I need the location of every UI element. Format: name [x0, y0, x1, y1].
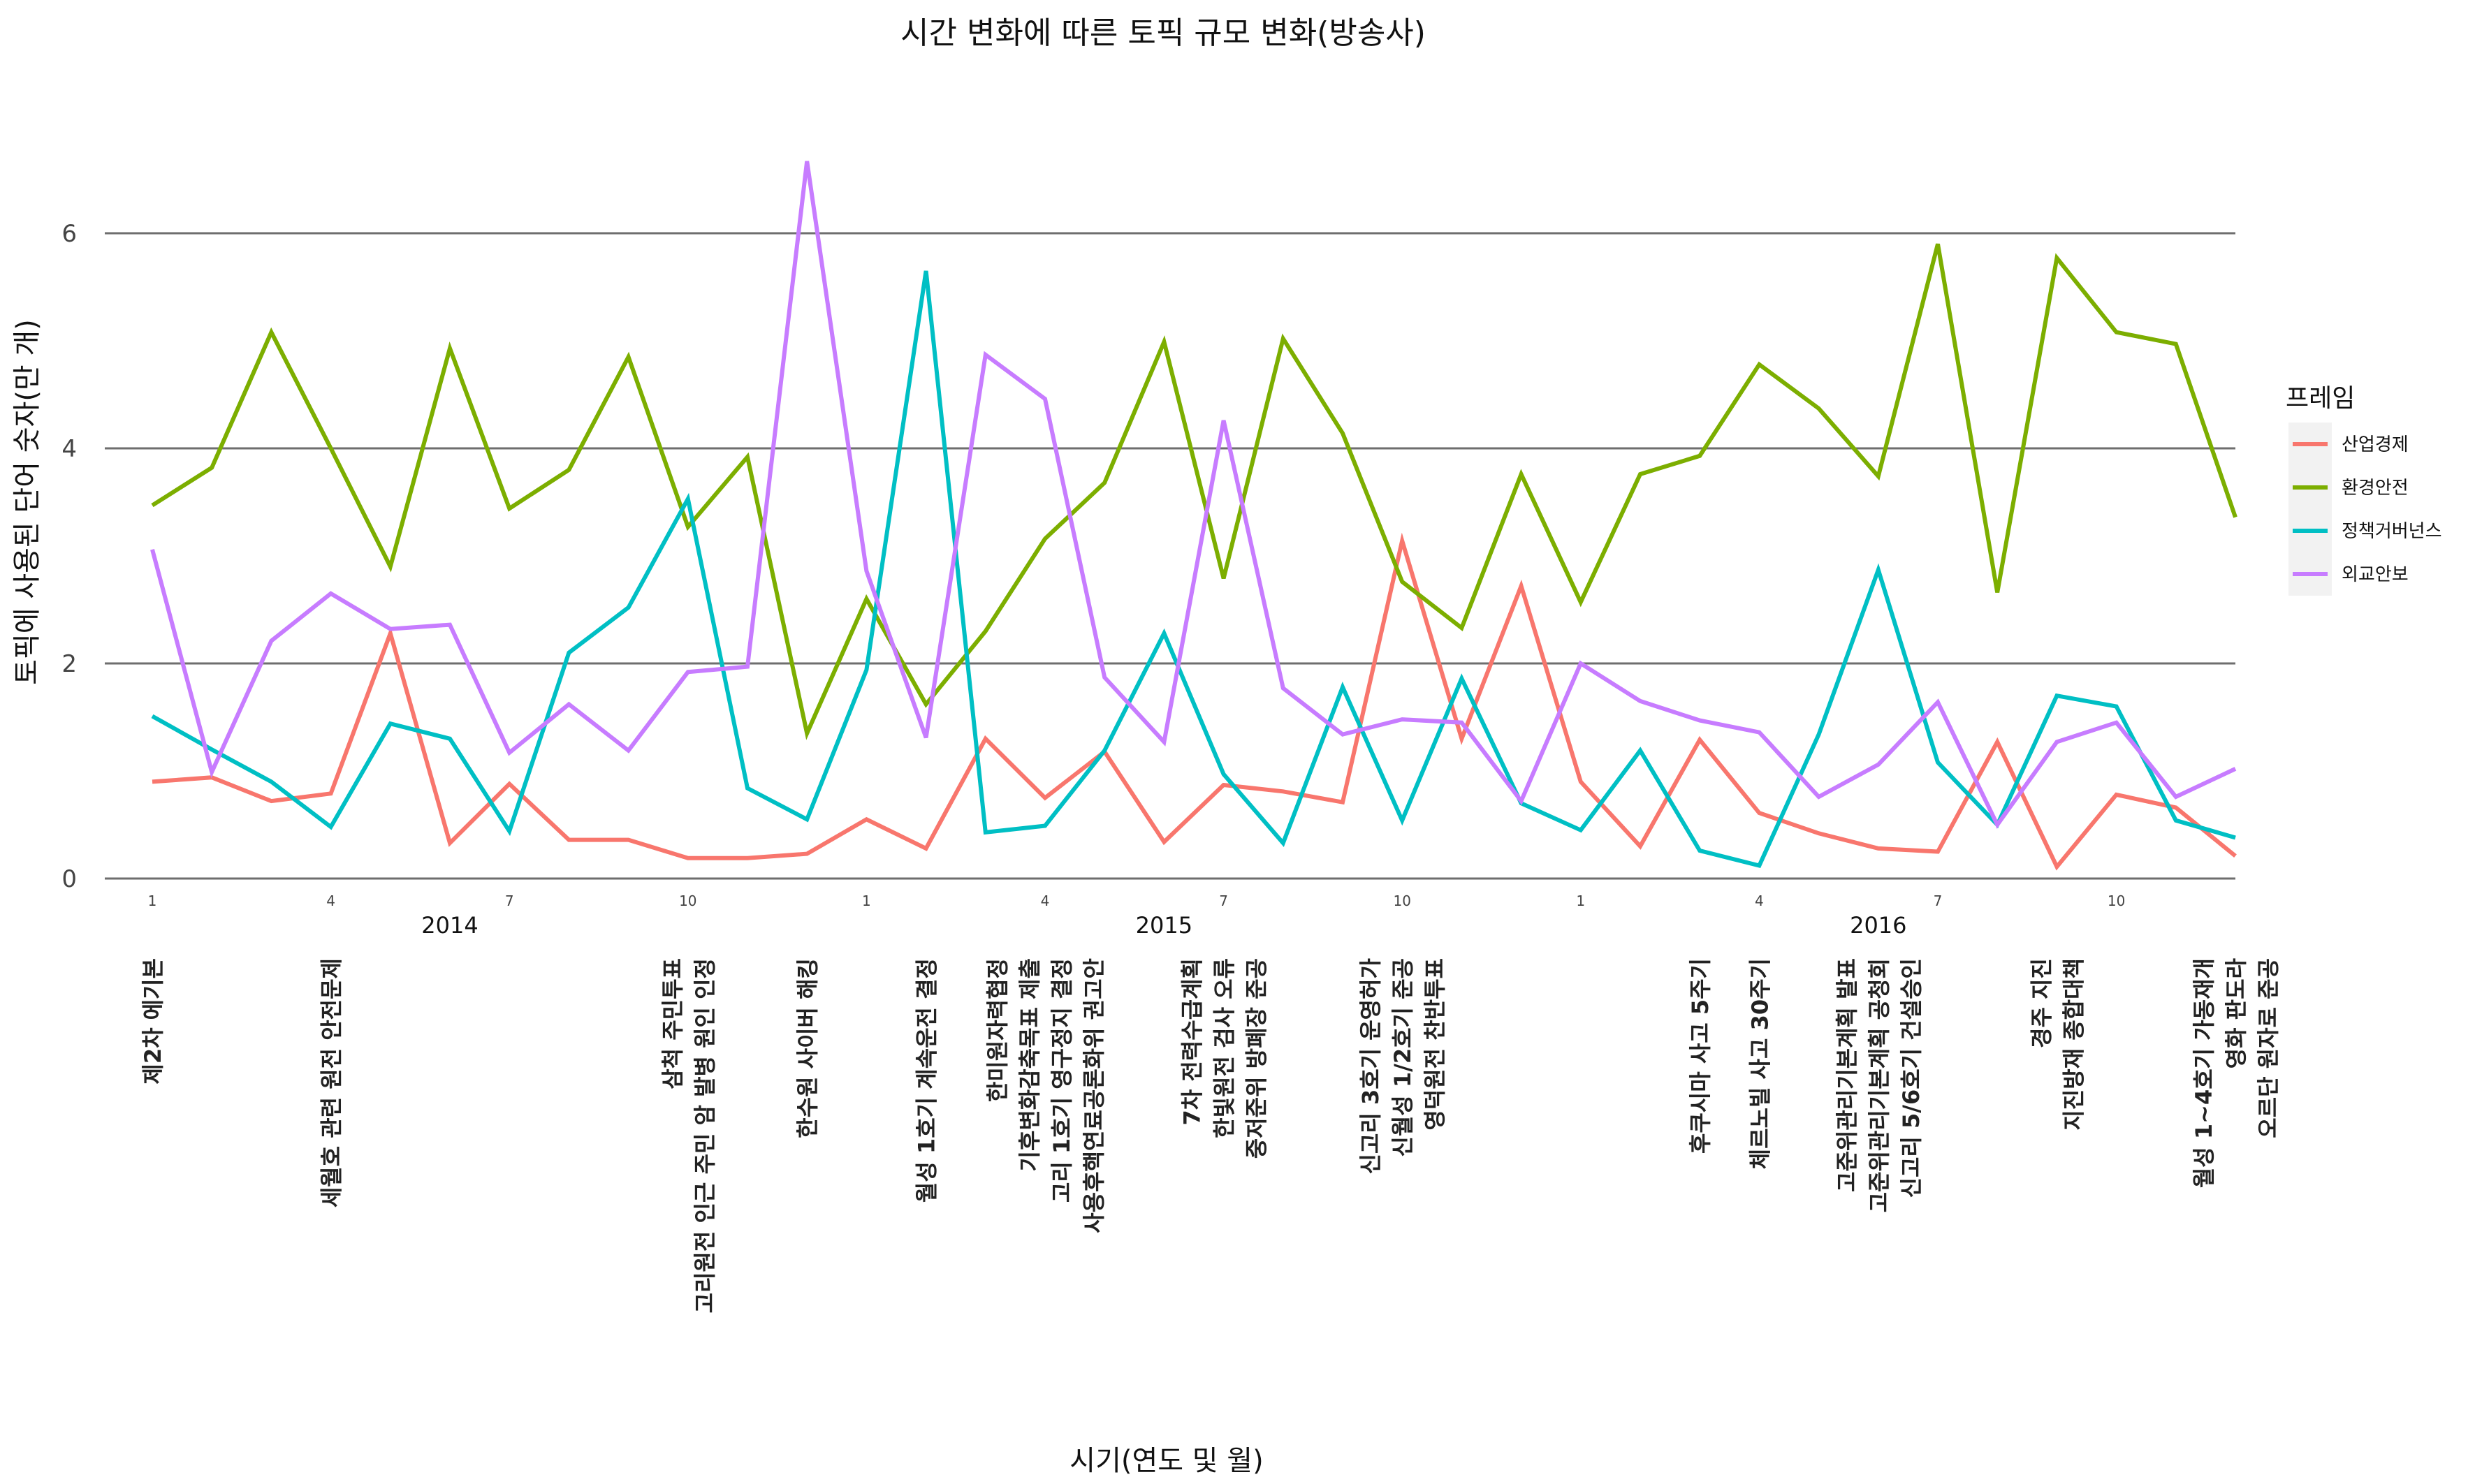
x-tick-label: 1: [148, 892, 157, 909]
event-label: 7차 전력수급계획: [1179, 958, 1206, 1126]
event-annotation: 월성 1호기 계속운전 결정: [914, 958, 940, 1203]
chart-title: 시간 변화에 따른 토픽 규모 변화(방송사): [900, 15, 1426, 51]
x-tick-label: 4: [1041, 892, 1050, 909]
year-label: 2015: [1136, 912, 1192, 939]
legend-label: 정책거버넌스: [2342, 521, 2442, 542]
event-annotation: 월성 1~4호기 가동재개 영화 판도라 오르단 원자로 준공: [2191, 957, 2281, 1188]
event-annotation: 제2차 에기본: [140, 958, 166, 1085]
x-tick-label: 7: [1219, 892, 1228, 909]
event-label: 고준위관리기본계획 공청회: [1866, 958, 1892, 1212]
event-label: 고준위관리기본계획 발표: [1834, 958, 1860, 1192]
event-label: 한수원 사이버 해킹: [794, 958, 821, 1138]
series-line-0: [152, 532, 2237, 871]
event-label: 신고리 3호기 운영허가: [1357, 958, 1384, 1175]
x-tick-label: 4: [1755, 892, 1764, 909]
y-axis-title: 토픽에 사용된 단어 숫자(만 개): [11, 319, 43, 685]
event-label: 삼척 주민투표: [659, 958, 686, 1089]
event-annotation: 신고리 3호기 운영허가 신월성 1/2호기 준공 영덕원전 찬반투표: [1357, 958, 1448, 1175]
event-label: 제2차 에기본: [140, 958, 166, 1085]
series-lines: [150, 161, 2237, 871]
event-annotation: 한수원 사이버 해킹: [794, 958, 821, 1138]
event-label: 중저준위 방폐장 준공: [1243, 958, 1270, 1159]
event-label: 고리원전 인근 주민 암 발병 원인 인정: [692, 958, 718, 1313]
x-axis-title: 시기(연도 및 월): [1069, 1445, 1263, 1477]
event-annotation: 세월호 관련 원전 안전문제: [319, 958, 345, 1207]
event-annotation: 고준위관리기본계획 발표 고준위관리기본계획 공청회 신고리 5/6호기 건설승인: [1834, 958, 1925, 1212]
event-label: 지진방재 종합대책: [2060, 958, 2087, 1131]
series-line-1: [151, 243, 2237, 740]
x-tick-label: 1: [1576, 892, 1585, 909]
event-annotations: 제2차 에기본 세월호 관련 원전 안전문제 삼척 주민투표 고리원전 인근 주민 암…: [140, 957, 2281, 1313]
event-label: 세월호 관련 원전 안전문제: [319, 958, 345, 1207]
x-tick-label: 7: [1934, 892, 1943, 909]
legend-label: 외교안보: [2342, 564, 2409, 585]
y-tick-label: 4: [61, 435, 77, 463]
x-tick-label: 10: [679, 892, 696, 909]
series-line-3: [150, 161, 2237, 829]
event-label: 신고리 5/6호기 건설승인: [1898, 958, 1925, 1198]
x-tick-label: 10: [1393, 892, 1410, 909]
x-axis-ticks: 1 4 7 10 1 4 7 10 1 4 7 10 2014 2015 2016: [148, 892, 2126, 939]
event-annotation: 삼척 주민투표 고리원전 인근 주민 암 발병 원인 인정: [659, 958, 718, 1313]
event-label: 후쿠시마 사고 5주기: [1687, 958, 1714, 1154]
event-label: 사용후핵연료공론화위 권고안: [1081, 958, 1107, 1233]
y-axis-ticks: 0 2 4 6: [61, 220, 77, 893]
x-tick-label: 10: [2108, 892, 2125, 909]
event-label: 고리 1호기 영구정지 결정: [1049, 958, 1075, 1203]
event-annotation: 경주 지진 지진방재 종합대책: [2028, 958, 2087, 1131]
event-label: 체르노빌 사고 30주기: [1746, 958, 1773, 1169]
year-label: 2016: [1850, 912, 1906, 939]
event-label: 월성 1호기 계속운전 결정: [914, 958, 940, 1203]
event-label: 기후변화감축목표 제출: [1016, 958, 1043, 1172]
legend-label: 산업경제: [2342, 434, 2409, 455]
y-tick-label: 0: [61, 865, 77, 893]
x-tick-label: 7: [505, 892, 514, 909]
x-tick-label: 1: [862, 892, 871, 909]
legend-title: 프레임: [2286, 384, 2355, 413]
y-tick-label: 6: [61, 220, 77, 248]
event-annotation: 후쿠시마 사고 5주기: [1687, 958, 1714, 1154]
event-label: 월성 1~4호기 가동재개: [2191, 958, 2217, 1188]
event-annotation: 한미원자력협정 기후변화감축목표 제출 고리 1호기 영구정지 결정 사용후핵연료공론…: [984, 958, 1107, 1233]
legend-label: 환경안전: [2342, 478, 2409, 499]
y-tick-label: 2: [61, 650, 77, 678]
event-label: 한빛원전 검사 오류: [1211, 958, 1238, 1138]
event-annotation: 7차 전력수급계획 한빛원전 검사 오류 중저준위 방폐장 준공: [1179, 958, 1270, 1159]
event-label: 영화 판도라: [2223, 957, 2249, 1068]
event-label: 영덕원전 찬반투표: [1422, 958, 1448, 1131]
year-label: 2014: [421, 912, 478, 939]
series-line-2: [151, 270, 2236, 869]
grid-lines: [105, 232, 2235, 880]
event-annotation: 체르노빌 사고 30주기: [1746, 958, 1773, 1169]
x-tick-label: 4: [326, 892, 335, 909]
event-label: 신월성 1/2호기 준공: [1389, 958, 1416, 1157]
event-label: 한미원자력협정: [984, 958, 1011, 1102]
event-label: 경주 지진: [2028, 958, 2054, 1048]
event-label: 오르단 원자로 준공: [2255, 958, 2281, 1138]
